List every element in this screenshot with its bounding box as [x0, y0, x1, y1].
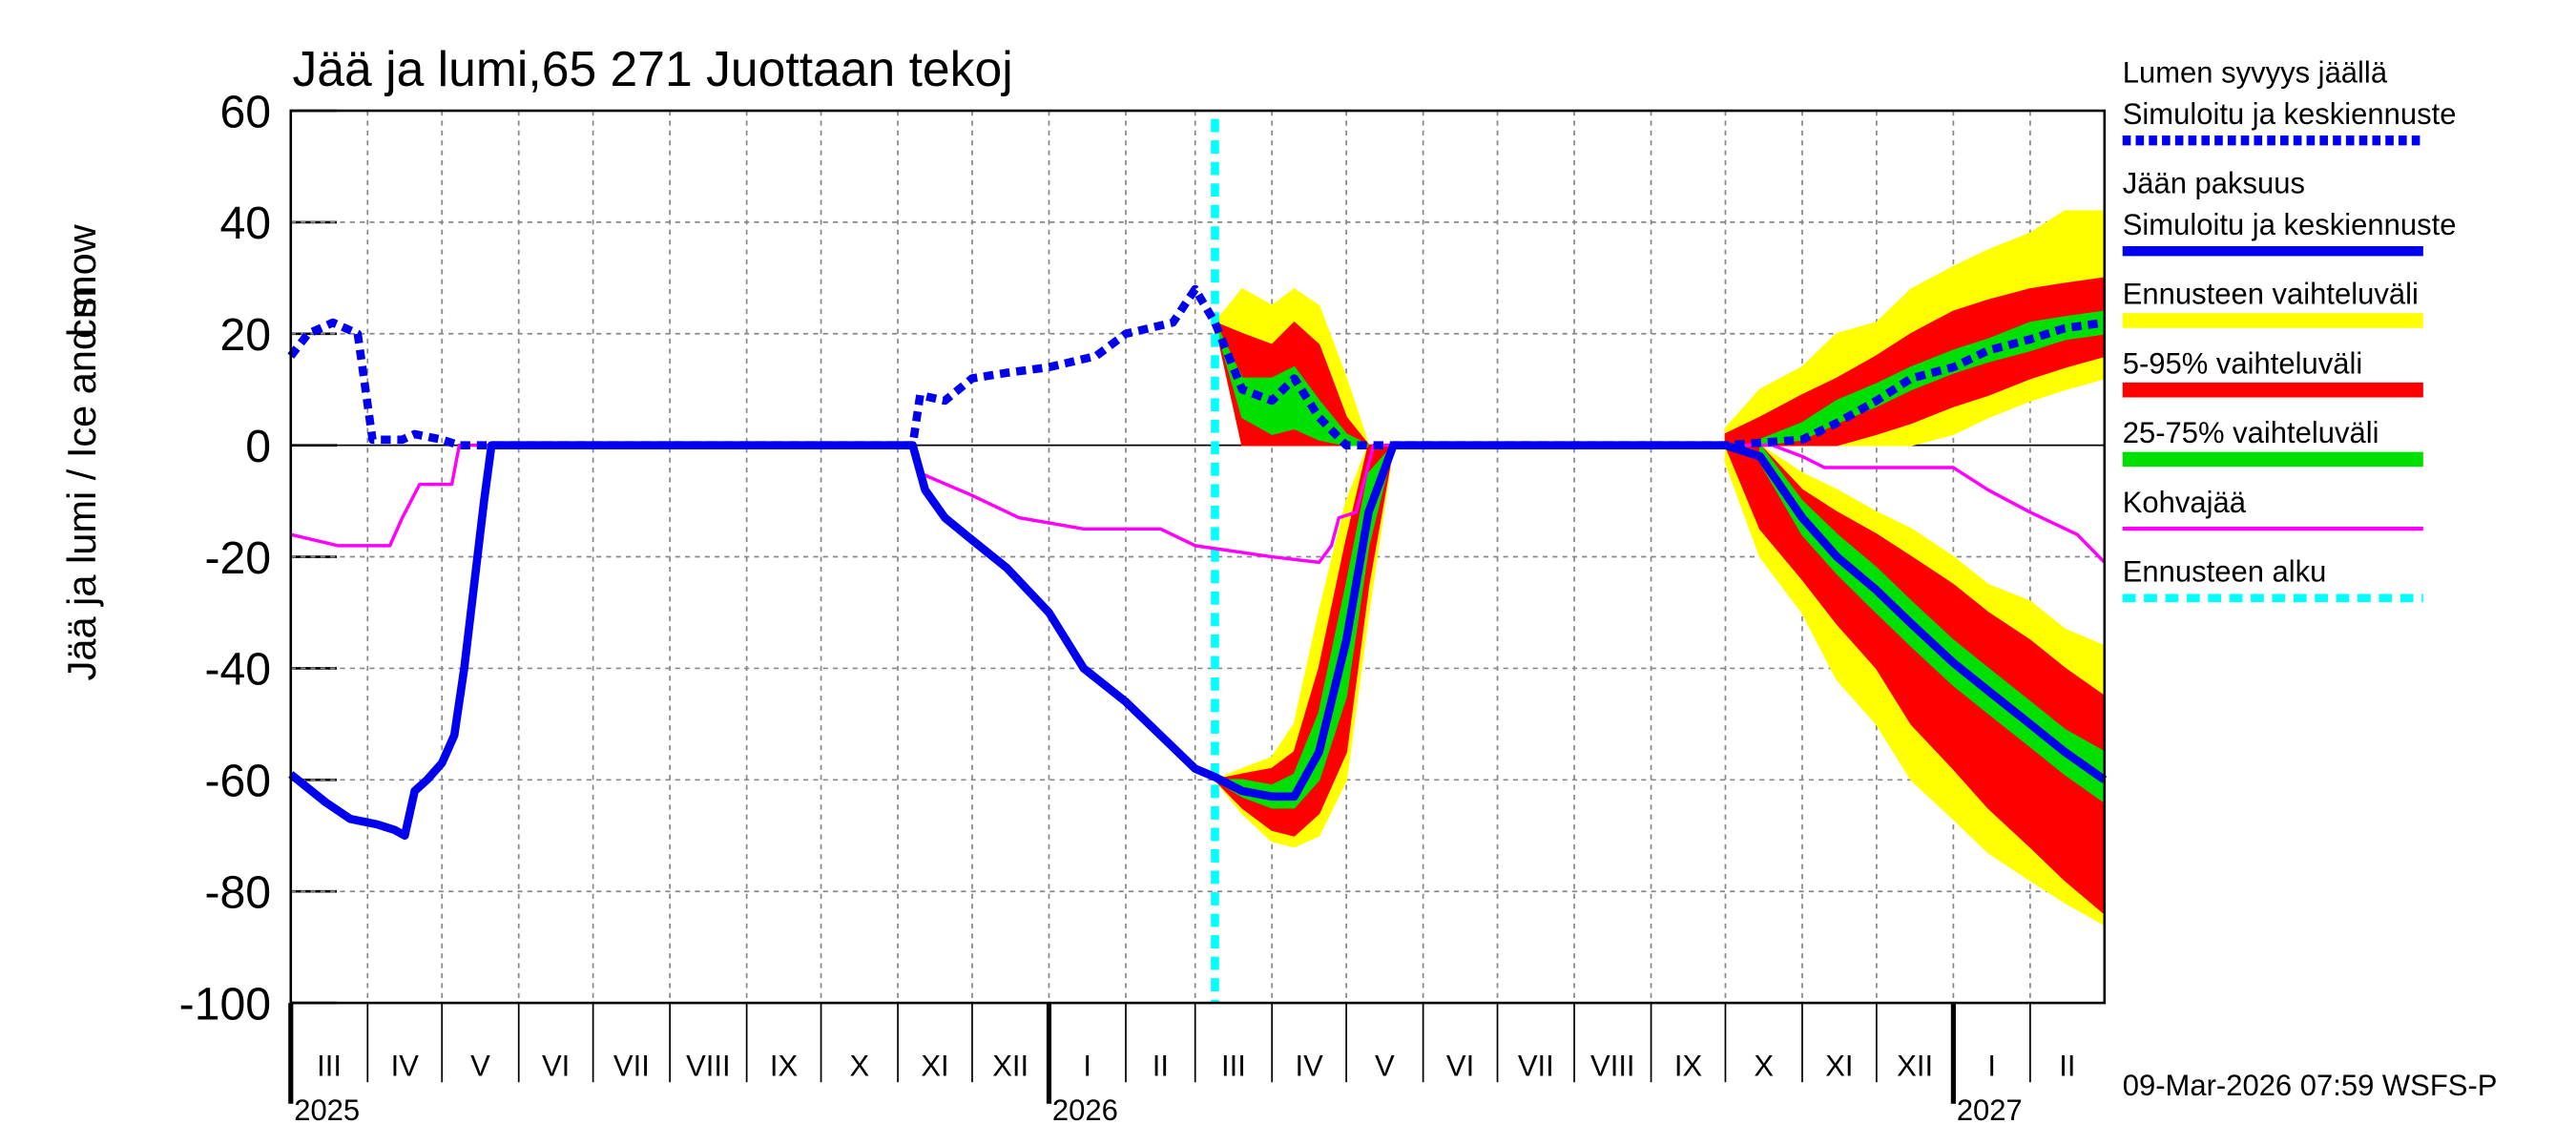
x-tick-label: II [2059, 1049, 2075, 1082]
y-tick-label: -20 [204, 532, 271, 584]
x-tick-label: IX [770, 1049, 799, 1082]
y-axis-label: Jää ja lumi / Ice and snow [59, 223, 104, 680]
x-tick-label: VII [613, 1049, 650, 1082]
x-tick-label: III [317, 1049, 342, 1082]
y-tick-label: -80 [204, 866, 271, 918]
x-tick-label: I [1987, 1049, 1996, 1082]
year-label: 2027 [1957, 1093, 2023, 1127]
line [290, 443, 2107, 565]
snow-line [287, 284, 2106, 449]
x-tick-label: IX [1674, 1049, 1703, 1082]
x-tick-label: V [1375, 1049, 1395, 1082]
legend-label: 25-75% vaihteluväli [2123, 416, 2379, 449]
y-tick-label: -60 [204, 756, 271, 807]
x-tick-label: XI [1825, 1049, 1853, 1082]
x-tick-label: VI [542, 1049, 570, 1082]
forecast-band [1214, 322, 1369, 447]
x-tick-label: VIII [686, 1049, 731, 1082]
legend-label: Jään paksuus [2123, 167, 2305, 200]
year-label: 2025 [294, 1093, 360, 1127]
x-tick-label: XI [921, 1049, 948, 1082]
x-tick-label: XII [1897, 1049, 1933, 1082]
x-tick-label: X [1754, 1049, 1774, 1082]
x-tick-label: VI [1446, 1049, 1474, 1082]
legend-label: 5-95% vaihteluväli [2123, 346, 2363, 380]
y-tick-label: -40 [204, 644, 271, 696]
year-label: 2026 [1052, 1093, 1118, 1127]
legend-label: Ennusteen alku [2123, 554, 2327, 588]
x-tick-label: VIII [1590, 1049, 1635, 1082]
chart-title: Jää ja lumi,65 271 Juottaan tekoj [293, 41, 1013, 96]
x-tick-label: I [1083, 1049, 1091, 1082]
x-tick-label: III [1221, 1049, 1246, 1082]
x-tick-label: VII [1518, 1049, 1554, 1082]
legend-label: Simuloitu ja keskiennuste [2123, 208, 2457, 241]
footer: 09-Mar-2026 07:59 WSFS-P [2123, 1069, 2498, 1102]
x-tick-label: II [1153, 1049, 1169, 1082]
legend-label: Ennusteen vaihteluväli [2123, 278, 2419, 311]
y-tick-label: 40 [220, 198, 272, 249]
x-tick-label: IV [391, 1049, 420, 1082]
y-tick-label: 20 [220, 309, 272, 361]
y-axis-unit: cm [59, 286, 104, 339]
x-tick-label: V [470, 1049, 490, 1082]
x-tick-label: XII [992, 1049, 1028, 1082]
y-tick-label: 0 [245, 421, 271, 472]
x-tick-label: X [849, 1049, 869, 1082]
x-tick-label: IV [1296, 1049, 1324, 1082]
plot-frame [289, 109, 2107, 1005]
y-tick-label: -100 [179, 978, 271, 1030]
line [288, 441, 2108, 841]
legend-label: Simuloitu ja keskiennuste [2123, 97, 2457, 131]
y-tick-label: 60 [220, 86, 272, 137]
legend-label: Kohvajää [2123, 486, 2247, 519]
legend-label: Lumen syvyys jäällä [2123, 56, 2388, 90]
